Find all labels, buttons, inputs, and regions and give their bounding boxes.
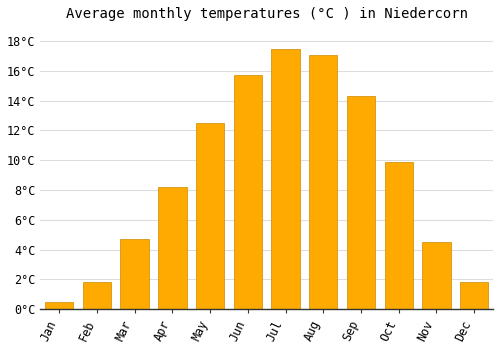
Bar xyxy=(158,187,186,309)
Bar xyxy=(196,123,224,309)
Bar xyxy=(422,242,450,309)
Bar xyxy=(120,239,149,309)
Title: Average monthly temperatures (°C ) in Niedercorn: Average monthly temperatures (°C ) in Ni… xyxy=(66,7,468,21)
Bar xyxy=(384,162,413,309)
Bar xyxy=(460,282,488,309)
Bar xyxy=(234,75,262,309)
Bar xyxy=(83,282,111,309)
Bar xyxy=(45,302,74,309)
Bar xyxy=(347,96,375,309)
Bar xyxy=(309,55,338,309)
Bar xyxy=(272,49,299,309)
